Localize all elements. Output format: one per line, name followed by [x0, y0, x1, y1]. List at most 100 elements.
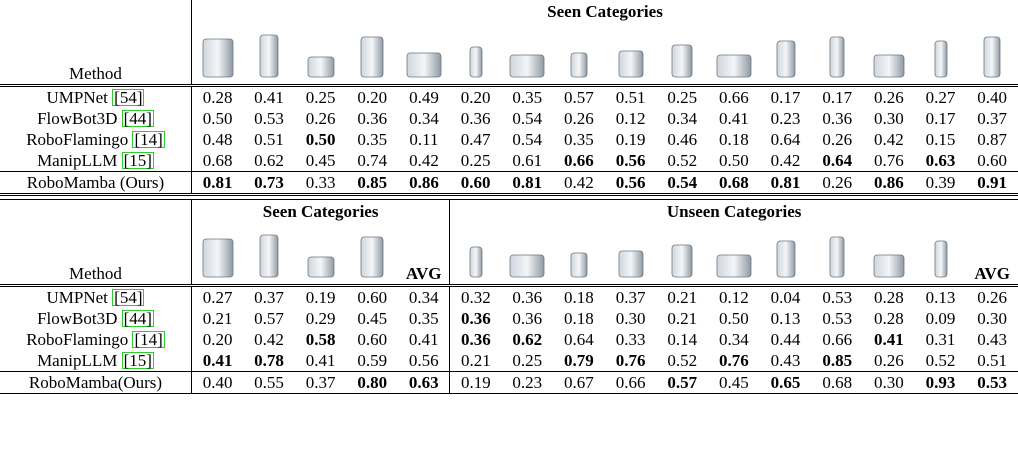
value: 0.42 — [873, 130, 904, 149]
value: 0.46 — [667, 130, 698, 149]
value-cell: 0.60 — [450, 172, 502, 195]
icon-cell — [191, 22, 244, 87]
value-cell: 0.50 — [708, 308, 760, 329]
value-cell: 0.36 — [450, 108, 502, 129]
value: 0.44 — [770, 330, 801, 349]
value-cell: 0.66 — [553, 150, 605, 172]
value-cell: 0.41 — [863, 329, 915, 350]
value-cell: 0.78 — [243, 350, 295, 372]
value: 0.50 — [719, 309, 749, 328]
value-cell: 0.53 — [811, 286, 863, 309]
value-cell: 0.26 — [863, 86, 915, 109]
value-cell: 0.64 — [811, 150, 864, 172]
value-cell: 0.30 — [605, 308, 657, 329]
value: 0.43 — [977, 330, 1008, 349]
value-cell: 0.35 — [553, 129, 605, 150]
value-cell: 0.25 — [449, 150, 502, 172]
object-icon — [671, 44, 693, 78]
object-icon — [934, 240, 947, 278]
citation: [44] — [121, 309, 154, 328]
value: 0.40 — [202, 373, 233, 392]
object-icon — [983, 36, 1001, 78]
value: 0.50 — [202, 109, 233, 128]
value: 0.76 — [615, 351, 646, 370]
value: 0.36 — [460, 330, 491, 349]
value-cell: 0.56 — [605, 172, 657, 195]
object-icon — [570, 252, 588, 278]
value-cell: 0.60 — [966, 150, 1018, 172]
icon-cell — [294, 22, 347, 87]
value-cell: 0.26 — [553, 108, 605, 129]
data-row: RoboFlamingo [14] 0.20 0.42 0.58 0.60 0.41 0.3… — [0, 329, 1018, 350]
value-cell: 0.28 — [192, 86, 244, 109]
value: 0.17 — [822, 88, 853, 107]
value-cell: 0.40 — [192, 372, 244, 394]
value-cell: 0.33 — [605, 329, 657, 350]
value-cell: 0.04 — [760, 286, 812, 309]
icon-cell — [914, 22, 967, 87]
object-icon — [360, 236, 384, 278]
method-cell: RoboMamba (Ours) — [0, 171, 192, 195]
value-cell: 0.52 — [656, 350, 709, 372]
value-cell: 0.25 — [656, 86, 708, 109]
value: 0.26 — [822, 130, 853, 149]
value: 0.04 — [770, 288, 801, 307]
value-cell: 0.51 — [243, 129, 295, 150]
value-cell: 0.35 — [346, 129, 398, 150]
value: 0.19 — [460, 373, 491, 392]
value: 0.37 — [615, 288, 646, 307]
value-cell: 0.41 — [708, 108, 760, 129]
object-icon — [259, 34, 279, 78]
value: 0.40 — [977, 88, 1008, 107]
value: 0.85 — [357, 173, 388, 192]
object-icon — [873, 254, 905, 278]
method-name: ManipLLM — [37, 151, 118, 170]
value: 0.28 — [873, 288, 904, 307]
value: 0.66 — [822, 330, 853, 349]
value-cell: 0.36 — [449, 308, 502, 329]
value: 0.42 — [409, 151, 439, 170]
object-icon — [716, 54, 752, 78]
object-icon — [671, 244, 693, 278]
value: 0.41 — [202, 351, 233, 370]
value-cell: 0.50 — [708, 150, 760, 172]
value: 0.67 — [564, 373, 594, 392]
top-table: Seen Categories Method UMPNet [54] 0.28 0.4… — [0, 0, 1018, 196]
object-icon — [202, 238, 233, 278]
value: 0.35 — [357, 130, 388, 149]
value-cell: 0.55 — [243, 372, 295, 394]
value-cell: 0.58 — [295, 329, 347, 350]
value: 0.39 — [925, 173, 956, 192]
object-icon — [776, 240, 795, 278]
value: 0.93 — [925, 373, 956, 392]
method-name: RoboMamba (Ours) — [26, 173, 165, 192]
value-cell: 0.42 — [759, 150, 812, 172]
value-cell: 0.76 — [708, 350, 760, 372]
value: 0.20 — [357, 88, 388, 107]
value: 0.81 — [770, 173, 801, 192]
value-cell: 0.30 — [863, 372, 915, 394]
value: 0.54 — [512, 109, 543, 128]
value-cell: 0.81 — [501, 172, 553, 195]
method-cell: UMPNet [54] — [0, 285, 192, 308]
value-cell: 0.42 — [553, 172, 605, 195]
value-cell: 0.21 — [656, 308, 708, 329]
value-cell: 0.20 — [346, 86, 398, 109]
value: 0.54 — [667, 173, 698, 192]
value: 0.26 — [305, 109, 336, 128]
value-cell: 0.85 — [346, 172, 398, 195]
value-cell: 0.47 — [450, 129, 502, 150]
value-cell: 0.61 — [501, 150, 554, 172]
value-cell: 0.28 — [863, 308, 915, 329]
value: 0.58 — [305, 330, 336, 349]
value-cell: 0.51 — [605, 86, 657, 109]
value: 0.34 — [667, 109, 698, 128]
value: 0.51 — [254, 130, 284, 149]
value: 0.12 — [615, 109, 646, 128]
value: 0.57 — [254, 309, 284, 328]
group-header: Seen Categories — [262, 201, 379, 221]
value-cell: 0.26 — [811, 129, 863, 150]
value-cell: 0.53 — [811, 308, 863, 329]
icon-cell — [243, 22, 295, 87]
value-cell: 0.56 — [398, 350, 450, 372]
